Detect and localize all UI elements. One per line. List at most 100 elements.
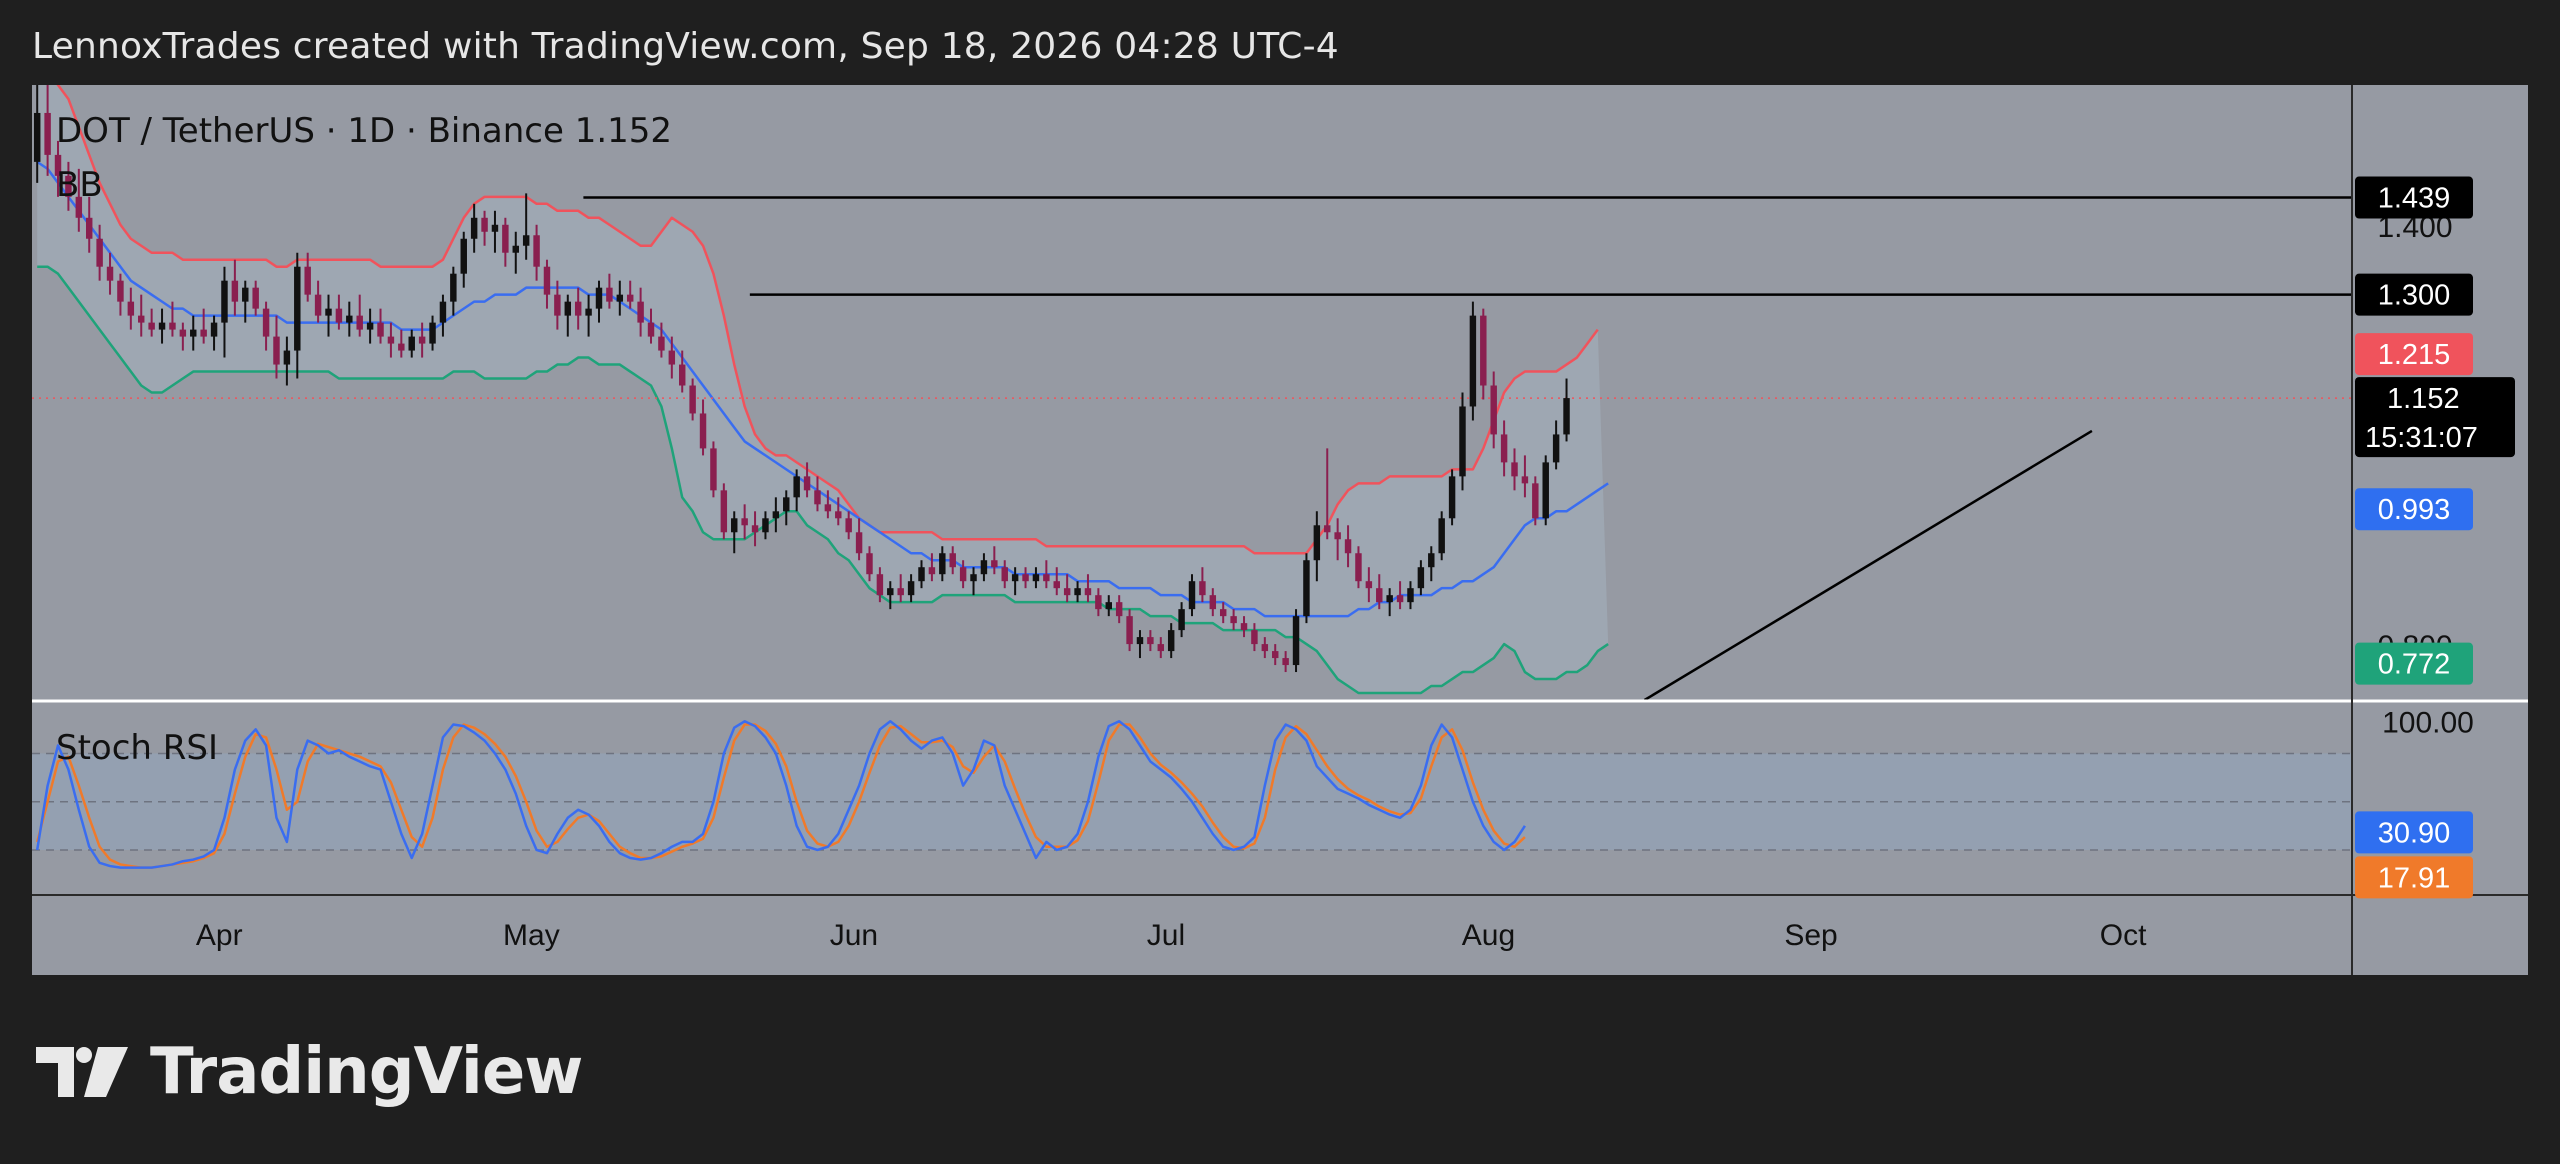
price-badge-bg <box>2355 642 2473 685</box>
candle-body <box>1209 595 1217 610</box>
candle-body <box>460 238 467 274</box>
candle <box>803 462 811 498</box>
candle-body <box>1053 581 1060 589</box>
candle <box>429 315 436 351</box>
bollinger-lower-line <box>37 265 1609 695</box>
candle <box>887 581 894 610</box>
candle <box>75 168 83 232</box>
price-badge: 0.772 <box>2355 642 2473 685</box>
candle-body <box>65 175 72 197</box>
candle <box>106 252 114 295</box>
candle-body <box>959 567 967 582</box>
candle-body <box>793 476 800 498</box>
candle <box>1053 567 1060 596</box>
candle-body <box>1438 518 1445 554</box>
candle <box>1074 581 1081 603</box>
candle <box>356 294 363 337</box>
time-axis-label: Sep <box>1784 919 1837 952</box>
candle <box>1532 476 1539 526</box>
candle <box>897 574 904 603</box>
stoch-rsi-legend[interactable]: Stoch RSI <box>56 728 218 768</box>
candle-body <box>1167 630 1175 652</box>
candle-body <box>96 238 103 267</box>
stoch-pane <box>32 720 2352 869</box>
price-badge-value: 1.300 <box>2378 280 2451 312</box>
candle <box>325 294 332 337</box>
candle-body <box>1532 483 1539 519</box>
candle-body <box>314 294 322 316</box>
candle <box>502 217 509 267</box>
candle-body <box>127 301 135 316</box>
candle-body <box>533 235 540 267</box>
price-badge-bg <box>2355 377 2515 458</box>
candle-body <box>304 266 311 295</box>
price-badge-value: 0.993 <box>2378 494 2451 526</box>
candle-body <box>117 280 124 302</box>
bollinger-legend[interactable]: BB <box>56 165 103 205</box>
candle-body <box>273 336 280 365</box>
candle <box>1043 560 1050 589</box>
candle-body <box>491 224 499 232</box>
candle-body <box>564 301 572 316</box>
candle-body <box>377 322 384 337</box>
candle-body <box>1043 574 1050 582</box>
candle <box>647 308 655 344</box>
candle-body <box>1219 609 1227 617</box>
candle-body <box>1355 553 1362 582</box>
candle-body <box>980 560 988 575</box>
candle-body <box>1230 616 1237 624</box>
chart-canvas[interactable]: 1.4000.800100.001.4391.3001.2151.15215:3… <box>32 85 2528 975</box>
candle <box>169 301 176 337</box>
symbol-legend[interactable]: DOT / TetherUS · 1D · Binance 1.152 <box>56 111 673 151</box>
candle-body <box>1313 525 1321 561</box>
candle-body <box>148 322 155 330</box>
price-badge: 1.439 <box>2355 176 2473 219</box>
candle-body <box>1407 588 1414 603</box>
candle-body <box>522 235 530 246</box>
candle <box>585 294 592 337</box>
candle-body <box>408 336 415 351</box>
candle-body <box>637 301 644 323</box>
candle-body <box>356 315 363 330</box>
candle <box>85 196 93 253</box>
candle-body <box>346 315 353 323</box>
candle <box>1303 553 1310 624</box>
candle-body <box>731 518 738 533</box>
candle-body <box>939 553 946 575</box>
candle-body <box>1469 315 1477 407</box>
stoch-k-badge-value: 30.90 <box>2378 817 2451 849</box>
candle <box>710 441 717 498</box>
candle <box>138 294 145 337</box>
candle-body <box>33 112 41 162</box>
candle <box>1552 420 1560 470</box>
candle <box>574 287 582 330</box>
candle-body <box>626 294 634 302</box>
candle <box>845 511 852 540</box>
candle <box>616 280 624 316</box>
candle-body <box>1095 595 1102 610</box>
candle <box>970 567 977 596</box>
candle-body <box>720 490 728 533</box>
candle-body <box>158 322 166 330</box>
candle-body <box>1063 588 1071 596</box>
candle-body <box>1448 476 1456 519</box>
candle <box>554 280 561 330</box>
candle <box>1115 595 1123 624</box>
candle-body <box>1365 581 1373 589</box>
candle-body <box>1136 637 1144 645</box>
candle-body <box>907 581 915 596</box>
candle <box>626 280 634 309</box>
candle-body <box>855 532 863 554</box>
chart-frame[interactable]: 1.4000.800100.001.4391.3001.2151.15215:3… <box>32 85 2528 975</box>
candle-body <box>668 350 676 365</box>
candle <box>678 350 686 393</box>
candle-body <box>699 413 707 449</box>
candle-body <box>762 518 769 533</box>
candle-body <box>54 154 62 176</box>
candle <box>408 329 415 358</box>
tradingview-logo: TradingView <box>36 1035 583 1109</box>
candle-body <box>262 308 270 337</box>
candle-body <box>418 336 426 344</box>
candle <box>1438 511 1445 561</box>
candle-body <box>710 448 717 491</box>
